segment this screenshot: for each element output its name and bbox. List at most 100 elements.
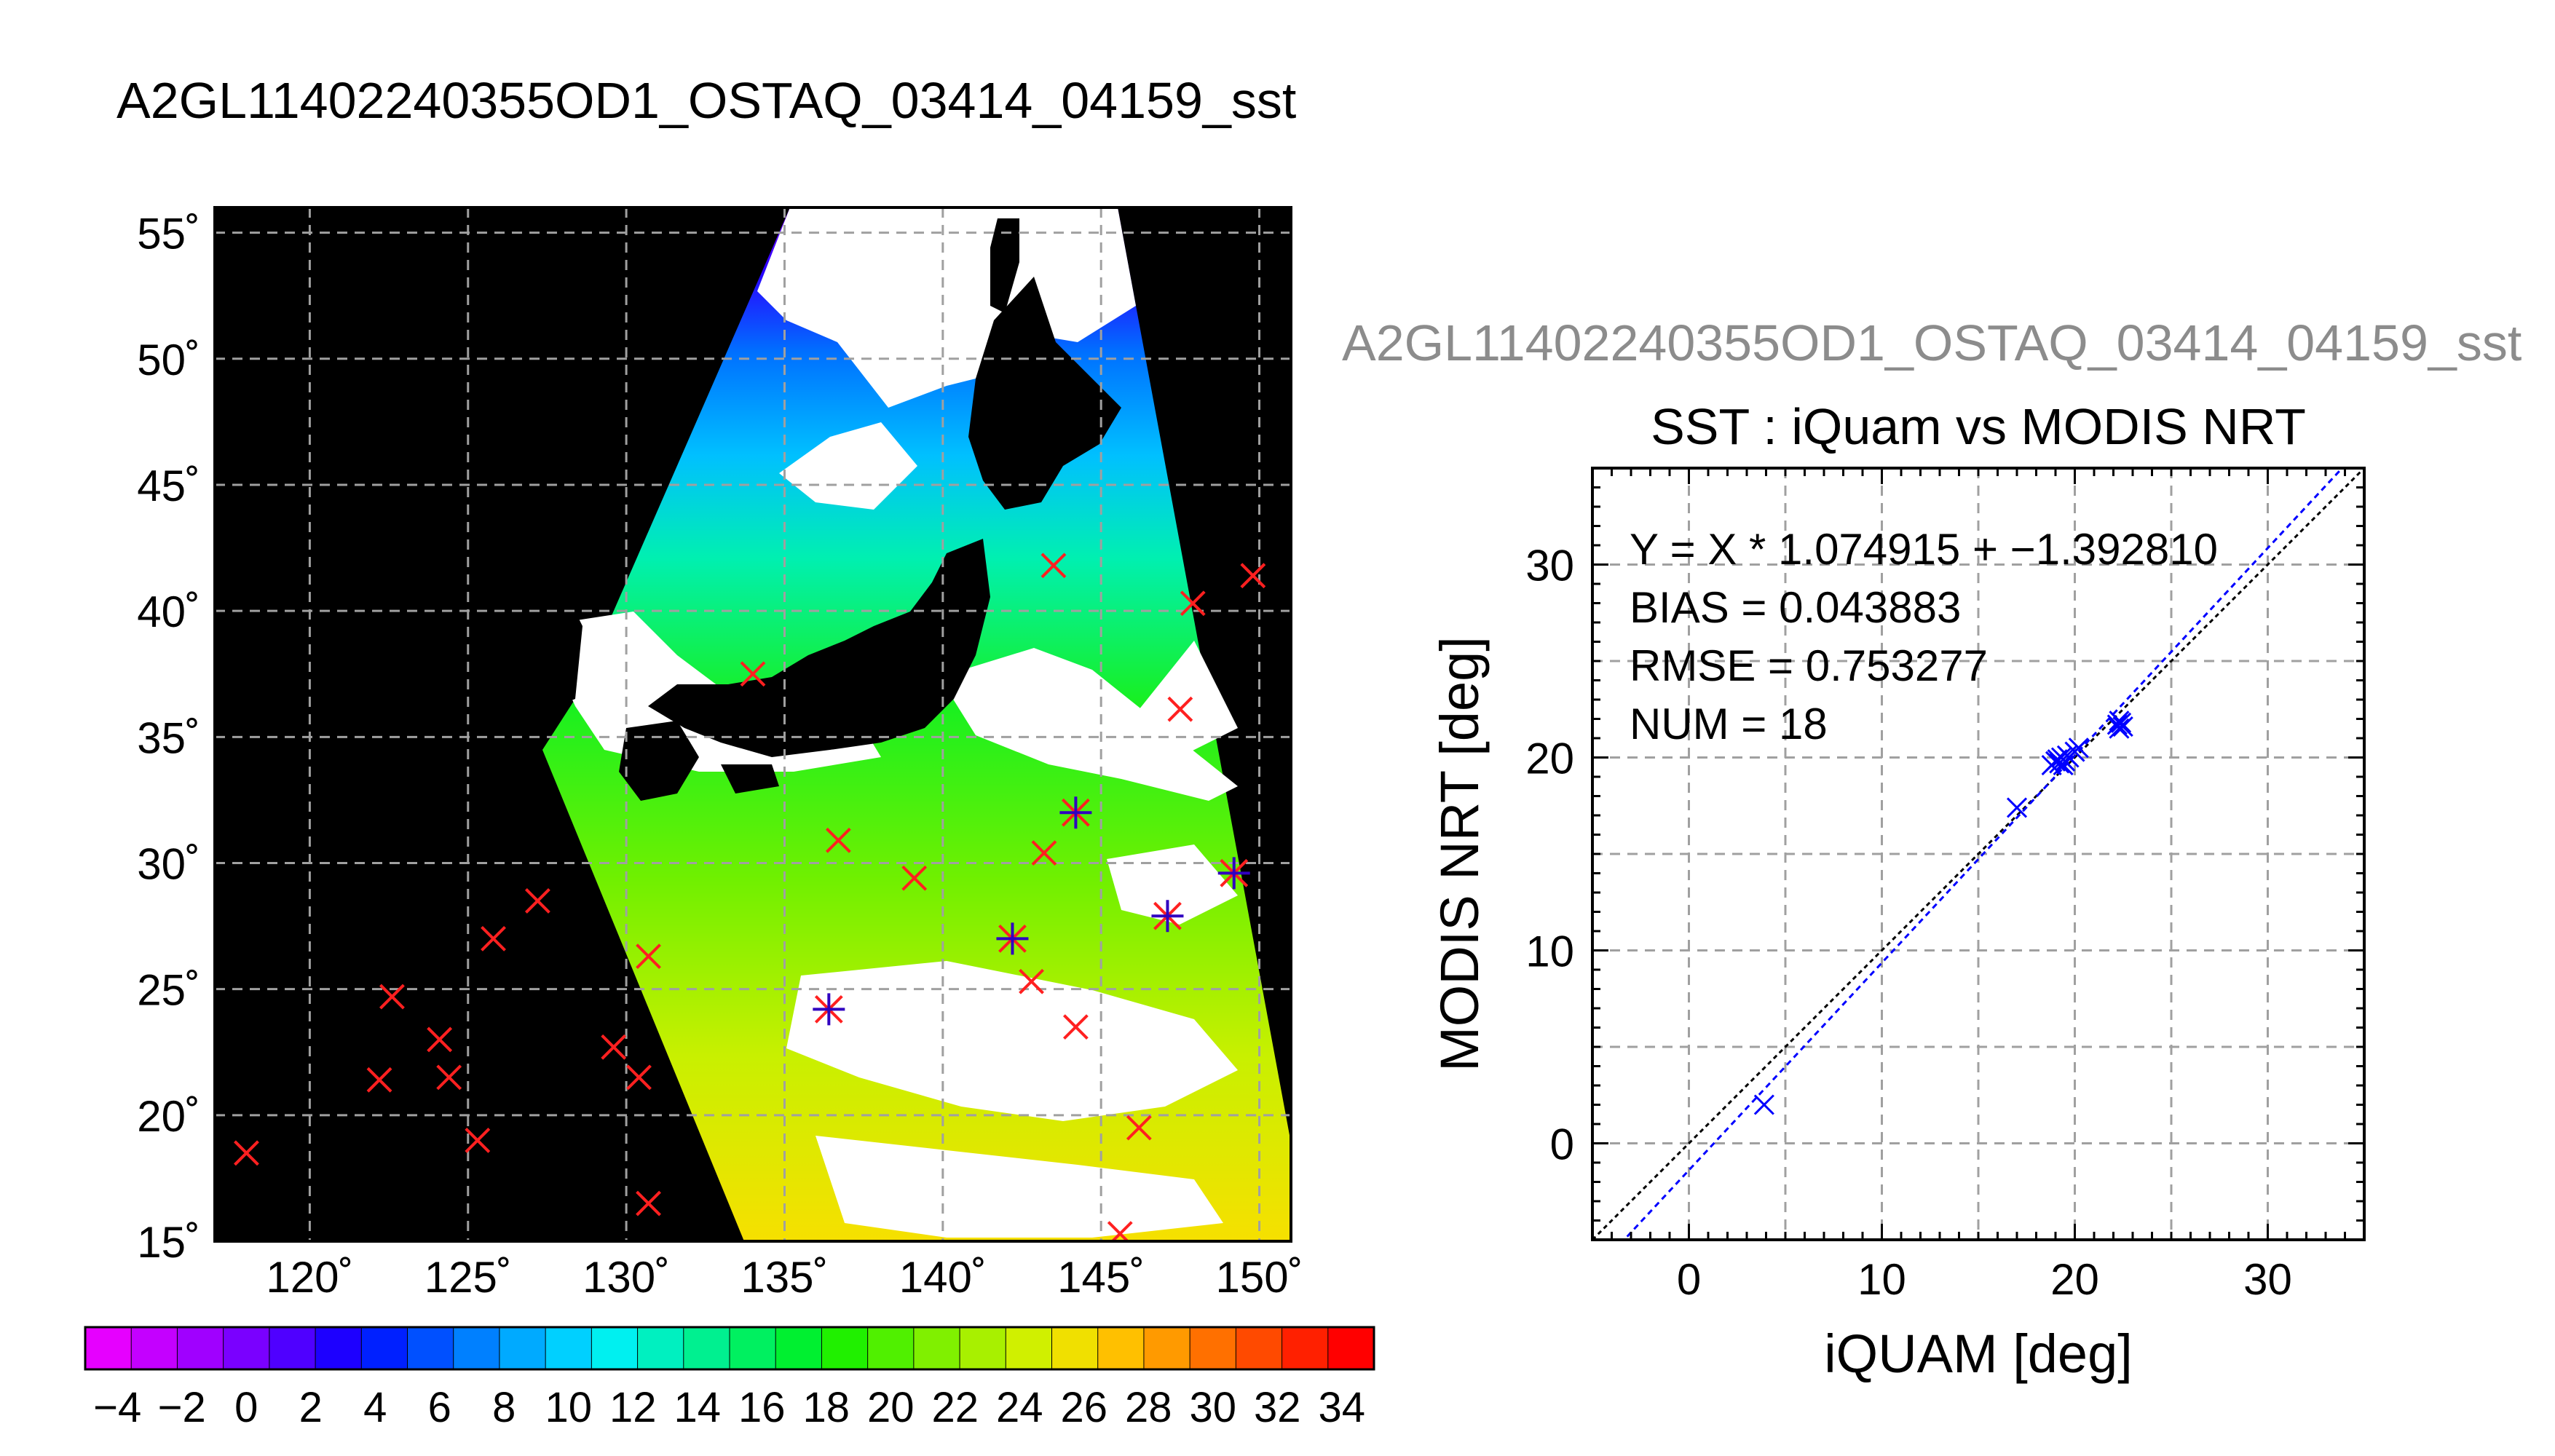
scatter-point	[1753, 1094, 1774, 1115]
colorbar-tick-label: 8	[492, 1384, 516, 1431]
colorbar-segment	[1143, 1326, 1191, 1370]
scatter-panel: 0 10 20 30 0 10 20 30 Y = X * 1.074915 + −1.39…	[1429, 467, 2366, 1384]
map-lat-tick-label: 35˚	[137, 713, 200, 762]
map-marker-x	[1107, 1221, 1133, 1241]
colorbar-segment	[637, 1326, 684, 1370]
map-marker-x	[1240, 563, 1266, 589]
map-lon-tick-label: 145˚	[1057, 1253, 1145, 1302]
map-marker-x	[1126, 1115, 1152, 1141]
scatter-point	[2106, 714, 2128, 735]
colorbar-segment	[453, 1326, 500, 1370]
x-axis-label: iQUAM [deg]	[1824, 1324, 2133, 1384]
map-marker-x	[601, 1034, 627, 1060]
fit-statistic-line: NUM = 18	[1630, 700, 1828, 748]
colorbar-segment	[1189, 1326, 1237, 1370]
map-marker-star	[1059, 796, 1092, 829]
map-lon-tick-label: 135˚	[741, 1253, 828, 1302]
scatter-minor-ticks	[1591, 467, 2366, 1241]
fit-statistic-line: RMSE = 0.753277	[1630, 641, 1988, 690]
colorbar-segment	[84, 1326, 133, 1370]
scatter-subtitle: A2GL11402240355OD1_OSTAQ_03414_04159_sst	[1342, 314, 2522, 371]
fit-statistic-line: Y = X * 1.074915 + −1.392810	[1630, 525, 2218, 574]
map-lat-ticks: 15˚ 20˚ 25˚ 30˚ 35˚ 40˚ 45˚ 50˚ 55˚	[137, 210, 200, 1267]
map-marker-x	[234, 1140, 259, 1166]
colorbar-segment	[729, 1326, 777, 1370]
scatter-points	[1753, 711, 2133, 1115]
scatter-y-ticks: 0 10 20 30	[1525, 542, 1574, 1169]
colorbar-tick-label: 34	[1318, 1384, 1365, 1431]
map-marker-x	[1040, 553, 1067, 579]
colorbar-segment	[407, 1326, 454, 1370]
map-marker-x	[636, 943, 661, 970]
map-lon-tick-label: 125˚	[424, 1253, 512, 1302]
scatter-x-tick-label: 10	[1857, 1255, 1906, 1304]
map-lon-tick-label: 150˚	[1215, 1253, 1303, 1302]
map-lat-tick-label: 25˚	[137, 966, 200, 1015]
scatter-x-tick-label: 30	[2243, 1255, 2292, 1304]
colorbar-tick-label: 0	[234, 1384, 258, 1431]
map-marker-star	[813, 993, 845, 1026]
map-lon-tick-label: 140˚	[899, 1253, 987, 1302]
colorbar-segment	[591, 1326, 639, 1370]
colorbar-segment	[913, 1326, 961, 1370]
colorbar-segment	[176, 1326, 224, 1370]
map-marker-x	[626, 1064, 652, 1091]
map-marker-x	[436, 1064, 462, 1091]
map-panel: 15˚ 20˚ 25˚ 30˚ 35˚ 40˚ 45˚ 50˚ 55˚ 120˚ 125˚ 130˚…	[137, 206, 1303, 1302]
colorbar-segment	[269, 1326, 317, 1370]
colorbar-segment	[1051, 1326, 1099, 1370]
colorbar-tick-label: 20	[867, 1384, 915, 1431]
map-marker-x	[1167, 696, 1193, 722]
map-marker-x	[901, 865, 928, 891]
map-marker-x	[1019, 968, 1044, 994]
map-lon-tick-label: 120˚	[266, 1253, 353, 1302]
colorbar-segment	[1282, 1326, 1329, 1370]
colorbar-tick-label: 4	[363, 1384, 387, 1431]
scatter-y-tick-label: 30	[1525, 542, 1574, 590]
scatter-y-tick-label: 10	[1525, 927, 1574, 976]
map-lat-tick-label: 20˚	[137, 1092, 200, 1141]
colorbar-tick-label: 28	[1125, 1384, 1172, 1431]
colorbar-tick-label: 30	[1189, 1384, 1236, 1431]
colorbar-segment	[1327, 1326, 1375, 1370]
map-frame	[213, 206, 1292, 1243]
scatter-point	[2111, 712, 2132, 733]
scatter-point	[2006, 797, 2028, 818]
colorbar-tick-label: 18	[802, 1384, 850, 1431]
fit-statistic-line: BIAS = 0.043883	[1630, 583, 1961, 632]
scatter-x-tick-label: 20	[2050, 1255, 2099, 1304]
scatter-x-ticks: 0 10 20 30	[1677, 1255, 2292, 1304]
colorbar-tick-label: 2	[299, 1384, 323, 1431]
colorbar-segment	[545, 1326, 593, 1370]
scatter-x-tick-label: 0	[1677, 1255, 1701, 1304]
map-lat-tick-label: 40˚	[137, 587, 200, 636]
colorbar-tick-label: 26	[1060, 1384, 1107, 1431]
colorbar-segment	[821, 1326, 869, 1370]
colorbar-segment	[1097, 1326, 1145, 1370]
colorbar-segment	[683, 1326, 730, 1370]
map-marker-x	[740, 661, 766, 687]
colorbar-frame	[84, 1326, 1375, 1371]
map-lat-tick-label: 50˚	[137, 336, 200, 384]
colorbar-segment	[360, 1326, 408, 1370]
map-marker-x	[1062, 1014, 1089, 1040]
colorbar-tick-label: 22	[931, 1384, 979, 1431]
colorbar-tick-label: 12	[609, 1384, 657, 1431]
colorbar-tick-label: 16	[738, 1384, 786, 1431]
colorbar: −4 −2 0 2 4 6 8 10 12 14 16 18 20 22 24 26 28 30 32 34	[84, 1326, 1375, 1431]
colorbar-segment	[1235, 1326, 1283, 1370]
scatter-title: SST : iQuam vs MODIS NRT	[1651, 398, 2306, 455]
map-marker-x	[465, 1128, 491, 1153]
colorbar-tick-label: 14	[674, 1384, 721, 1431]
map-marker-x	[427, 1026, 453, 1053]
colorbar-segment	[959, 1326, 1007, 1370]
map-marker-x	[366, 1067, 392, 1093]
colorbar-segment	[867, 1326, 915, 1370]
colorbar-ticks: −4 −2 0 2 4 6 8 10 12 14 16 18 20 22 24 26 28 30 32 34	[93, 1384, 1365, 1431]
colorbar-segment	[315, 1326, 363, 1370]
map-lat-tick-label: 30˚	[137, 839, 200, 888]
map-lat-tick-label: 15˚	[137, 1218, 200, 1267]
colorbar-tick-label: 6	[428, 1384, 451, 1431]
map-marker-x	[481, 925, 506, 951]
